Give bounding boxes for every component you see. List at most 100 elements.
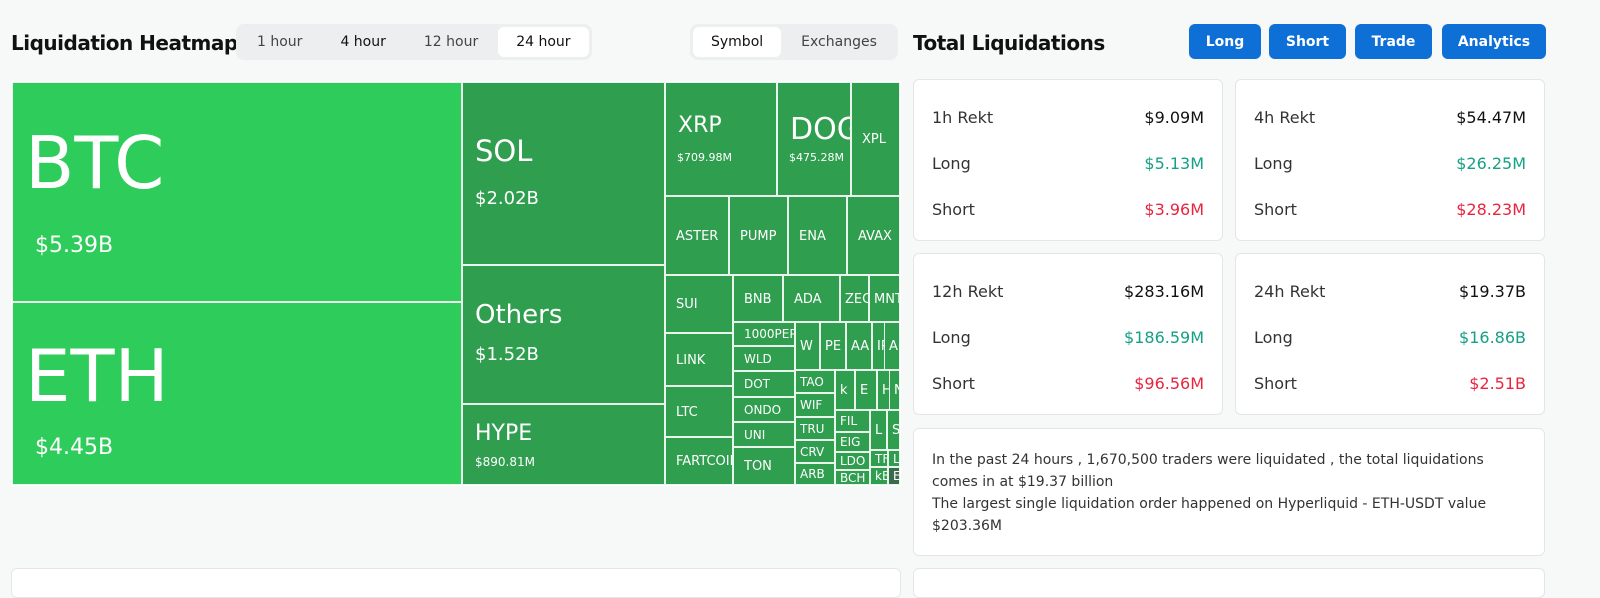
cell-symbol: N xyxy=(894,383,899,398)
summary-card: In the past 24 hours , 1,670,500 traders… xyxy=(913,428,1545,556)
tab-symbol[interactable]: Symbol xyxy=(693,27,782,57)
treemap-cell-others[interactable]: Others $1.52B xyxy=(462,265,665,404)
treemap-cell-l[interactable]: L xyxy=(870,410,887,450)
cell-symbol: L xyxy=(875,423,883,438)
treemap-cell-n[interactable]: N xyxy=(889,370,900,410)
treemap-cell-ondo[interactable]: ONDO xyxy=(733,397,795,422)
treemap-cell-s[interactable]: S xyxy=(887,410,900,450)
long-label: Long xyxy=(1254,328,1293,347)
card-label: 1h Rekt xyxy=(932,108,994,127)
treemap-cell-pe[interactable]: PE xyxy=(820,322,846,370)
treemap-cell-aa[interactable]: AA xyxy=(846,322,872,370)
cell-symbol: DOT xyxy=(744,377,771,391)
cell-symbol: kB xyxy=(875,469,887,483)
treemap-cell-tao[interactable]: TAO xyxy=(795,370,835,393)
cell-symbol: 1000PEPE xyxy=(744,327,794,341)
cell-symbol: HYPE xyxy=(475,421,533,446)
tab-exchanges[interactable]: Exchanges xyxy=(801,34,877,50)
treemap-cell-zec[interactable]: ZEC xyxy=(840,275,869,322)
trade-button[interactable]: Trade xyxy=(1355,24,1432,59)
treemap-cell-mnt[interactable]: MNT xyxy=(869,275,900,322)
cell-symbol: ENA xyxy=(799,228,826,244)
cell-symbol: LTC xyxy=(676,404,698,420)
long-label: Long xyxy=(932,328,971,347)
tab-1-hour[interactable]: 1 hour xyxy=(257,34,303,50)
short-label: Short xyxy=(932,374,975,393)
treemap-cell-avax[interactable]: AVAX xyxy=(847,196,900,275)
tab-24-hour[interactable]: 24 hour xyxy=(498,27,589,57)
cell-symbol: IP xyxy=(877,339,889,354)
cell-symbol: EIG xyxy=(840,435,861,449)
analytics-button[interactable]: Analytics xyxy=(1442,24,1546,59)
treemap-cell-doge[interactable]: DOGE $475.28M xyxy=(777,82,851,196)
treemap-cell-e[interactable]: E xyxy=(855,370,877,410)
treemap-cell-wif[interactable]: WIF xyxy=(795,393,835,417)
treemap-cell-uni[interactable]: UNI xyxy=(733,422,795,447)
cell-symbol: CRV xyxy=(800,444,825,459)
treemap-cell-fil[interactable]: FIL xyxy=(835,410,870,432)
treemap-cell-wld[interactable]: WLD xyxy=(733,346,795,371)
treemap-cell-xpl[interactable]: XPL xyxy=(851,82,900,196)
treemap-cell-bch[interactable]: BCH xyxy=(835,470,870,485)
treemap-cell-1000pepe[interactable]: 1000PEPE xyxy=(733,322,795,346)
treemap-cell-ton[interactable]: TON xyxy=(733,447,795,485)
short-value: $2.51B xyxy=(1469,374,1526,393)
short-label: Short xyxy=(1254,200,1297,219)
summary-text-2: The largest single liquidation order hap… xyxy=(932,496,1487,534)
treemap-cell-kb[interactable]: kB xyxy=(870,467,888,485)
cell-symbol: SOL xyxy=(475,134,533,168)
tab-4-hour[interactable]: 4 hour xyxy=(340,34,386,50)
tab-12-hour[interactable]: 12 hour xyxy=(423,34,479,50)
treemap-cell-a[interactable]: A xyxy=(884,322,900,370)
treemap-cell-ada[interactable]: ADA xyxy=(783,275,840,322)
cell-symbol: XRP xyxy=(678,113,722,138)
treemap-cell-arb[interactable]: ARB xyxy=(795,463,835,485)
cell-symbol: PE xyxy=(825,339,842,354)
treemap-cell-link[interactable]: LINK xyxy=(665,333,733,386)
long-value: $16.86B xyxy=(1459,328,1526,347)
cell-symbol: TF xyxy=(875,451,888,466)
time-range-tabs: 1 hour 4 hour 12 hour 24 hour xyxy=(236,24,592,60)
rekt-card-1h: 1h Rekt $9.09M Long $5.13M Short $3.96M xyxy=(913,79,1223,241)
short-value: $96.56M xyxy=(1134,374,1204,393)
treemap-cell-sol[interactable]: SOL $2.02B xyxy=(462,82,665,265)
treemap-cell-tf[interactable]: TF xyxy=(870,450,888,467)
treemap-cell-sui[interactable]: SUI xyxy=(665,275,733,333)
treemap-cell-dot[interactable]: DOT xyxy=(733,371,795,397)
cell-symbol: AA xyxy=(851,339,870,354)
total-liquidations-title: Total Liquidations xyxy=(913,31,1105,55)
cell-symbol: ARB xyxy=(800,467,825,481)
rekt-card-24h: 24h Rekt $19.37B Long $16.86B Short $2.51B xyxy=(1235,253,1545,415)
treemap-cell-hype[interactable]: HYPE $890.81M xyxy=(462,404,665,485)
cell-symbol: XPL xyxy=(862,132,886,147)
treemap-cell-fartcoin[interactable]: FARTCOIN xyxy=(665,437,733,485)
treemap-cell-xrp[interactable]: XRP $709.98M xyxy=(665,82,777,196)
treemap-cell-aster[interactable]: ASTER xyxy=(665,196,729,275)
treemap-cell-crv[interactable]: CRV xyxy=(795,440,835,463)
treemap-cell-e[interactable]: E xyxy=(888,467,900,485)
cell-symbol: MNT xyxy=(874,291,899,307)
treemap-cell-la[interactable]: LA xyxy=(888,450,900,467)
long-value: $26.25M xyxy=(1456,154,1526,173)
treemap-cell-ltc[interactable]: LTC xyxy=(665,386,733,437)
cell-symbol: E xyxy=(860,383,869,398)
treemap-cell-k[interactable]: k xyxy=(835,370,855,410)
short-button[interactable]: Short xyxy=(1269,24,1346,59)
cell-value: $890.81M xyxy=(475,455,535,469)
cell-symbol: ASTER xyxy=(676,228,719,244)
treemap-cell-pump[interactable]: PUMP xyxy=(729,196,788,275)
treemap-cell-eig[interactable]: EIG xyxy=(835,432,870,452)
view-tabs: Symbol Exchanges xyxy=(690,24,898,60)
cell-value: $5.39B xyxy=(35,233,114,258)
treemap-cell-btc[interactable]: BTC $5.39B xyxy=(12,82,462,302)
cell-symbol: TAO xyxy=(800,374,824,389)
cell-value: $475.28M xyxy=(789,151,844,164)
rekt-card-4h: 4h Rekt $54.47M Long $26.25M Short $28.23M xyxy=(1235,79,1545,241)
treemap-cell-tru[interactable]: TRU xyxy=(795,417,835,440)
treemap-cell-ldo[interactable]: LDO xyxy=(835,452,870,470)
treemap-cell-w[interactable]: W xyxy=(795,322,820,370)
long-button[interactable]: Long xyxy=(1189,24,1261,59)
treemap-cell-eth[interactable]: ETH $4.45B xyxy=(12,302,462,485)
treemap-cell-ena[interactable]: ENA xyxy=(788,196,847,275)
treemap-cell-bnb[interactable]: BNB xyxy=(733,275,783,322)
